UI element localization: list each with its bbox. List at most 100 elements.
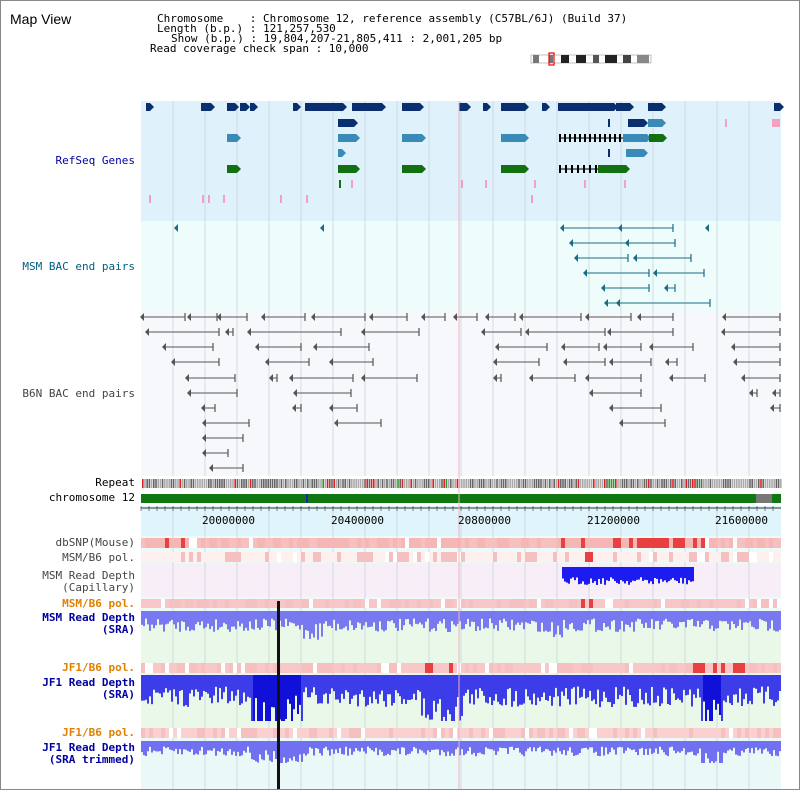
track-label-repeat[interactable]: Repeat: [95, 476, 135, 489]
depth-bar: [501, 741, 503, 749]
bac-end-pair: [603, 343, 642, 351]
depth-bar: [593, 675, 595, 700]
repeat-mark: [170, 479, 173, 488]
track-label-msm-capillary-1[interactable]: MSM Read Depth: [42, 569, 135, 582]
heat-cell: [765, 728, 769, 738]
repeat-mark: [252, 479, 254, 488]
track-label-chromosome[interactable]: chromosome 12: [48, 491, 135, 504]
gene-feature: [774, 103, 784, 111]
b6n-bac-pairs[interactable]: [140, 313, 781, 472]
heat-cell: [313, 538, 317, 548]
heat-cell: [729, 538, 733, 548]
heat-cell: [653, 599, 657, 608]
polymorphism-heatmaps[interactable]: [141, 538, 781, 738]
depth-bar: [183, 675, 185, 707]
refseq-genes[interactable]: [146, 103, 784, 203]
depth-bar: [533, 741, 535, 748]
heat-cell: [361, 552, 365, 562]
heat-cell: [245, 552, 249, 562]
depth-bar: [273, 675, 275, 708]
heat-cell: [265, 599, 269, 608]
depth-bar: [227, 611, 229, 630]
heat-cell: [549, 599, 553, 608]
bac-end-pair: [585, 313, 632, 321]
track-label-b6n-bac[interactable]: B6N BAC end pairs: [22, 387, 135, 400]
repeat-mark: [443, 479, 445, 488]
depth-bar: [259, 611, 261, 630]
heat-cell: [689, 728, 693, 738]
track-label-msm-b6-pol-2[interactable]: MSM/B6 pol.: [62, 597, 135, 610]
depth-bar: [173, 741, 175, 752]
depth-bar: [329, 675, 331, 694]
repeat-mark: [509, 479, 511, 488]
track-label-msm-capillary-2[interactable]: (Capillary): [62, 581, 135, 594]
track-label-msm-sra-2[interactable]: (SRA): [101, 623, 135, 636]
heat-cell: [505, 663, 509, 673]
heat-cell: [173, 599, 177, 608]
heat-cell: [229, 552, 233, 562]
heat-cell: [633, 663, 637, 673]
depth-bar: [686, 567, 688, 585]
depth-bar: [451, 675, 453, 721]
heat-cell: [441, 728, 445, 738]
heat-cell: [273, 552, 277, 562]
depth-bar: [613, 741, 615, 750]
track-label-jf1-sra-1[interactable]: JF1 Read Depth: [42, 676, 135, 689]
track-label-msm-bac[interactable]: MSM BAC end pairs: [22, 260, 135, 273]
heat-cell: [265, 538, 269, 548]
track-label-jf1-b6-pol[interactable]: JF1/B6 pol.: [62, 661, 135, 674]
heat-cell: [557, 728, 561, 738]
depth-bar: [239, 675, 241, 706]
depth-bar: [661, 675, 663, 704]
msm-bac-pairs[interactable]: [174, 224, 711, 307]
track-label-jf1-sra-2[interactable]: (SRA): [101, 688, 135, 701]
heat-cell: [633, 599, 637, 608]
depth-bar: [605, 741, 607, 748]
depth-bar: [489, 611, 491, 619]
depth-bar: [283, 741, 285, 758]
depth-bar: [678, 567, 680, 584]
depth-bar: [562, 567, 564, 579]
heat-cell: [189, 599, 193, 608]
depth-bar: [568, 567, 570, 584]
depth-bar: [755, 611, 757, 630]
heat-cell: [285, 552, 289, 562]
track-label-jf1-b6-pol-2[interactable]: JF1/B6 pol.: [62, 726, 135, 739]
heat-cell: [433, 552, 437, 562]
track-label-refseq[interactable]: RefSeq Genes: [55, 154, 135, 167]
repeat-track[interactable]: [142, 479, 782, 488]
heat-cell: [245, 663, 249, 673]
repeat-mark: [223, 479, 225, 488]
track-label-msm-sra-1[interactable]: MSM Read Depth: [42, 611, 135, 624]
track-label-jf1-trim-2[interactable]: (SRA trimmed): [48, 753, 135, 766]
depth-bar: [471, 741, 473, 755]
heat-cell: [653, 538, 657, 548]
gene-mark: [608, 149, 610, 157]
read-depth-plots[interactable]: [141, 567, 781, 763]
repeat-mark: [399, 479, 401, 488]
depth-bar: [375, 611, 377, 631]
gene-mark: [461, 180, 463, 188]
depth-bar: [717, 675, 719, 704]
repeat-mark: [249, 479, 252, 488]
depth-bar: [419, 611, 421, 623]
depth-bar: [759, 675, 761, 693]
track-label-dbsnp[interactable]: dbSNP(Mouse): [55, 536, 135, 549]
depth-bar: [431, 741, 433, 750]
repeat-mark: [731, 479, 734, 488]
heat-cell: [181, 728, 185, 738]
heat-cell: [473, 663, 477, 673]
track-label-jf1-trim-1[interactable]: JF1 Read Depth: [42, 741, 135, 754]
track-label-msm-b6-pol[interactable]: MSM/B6 pol.: [62, 551, 135, 564]
depth-bar: [469, 675, 471, 704]
depth-bar: [711, 611, 713, 626]
depth-bar: [149, 675, 151, 697]
chromosome-ideogram[interactable]: [530, 52, 652, 66]
heat-cell: [217, 728, 221, 738]
depth-bar: [547, 741, 549, 750]
heat-cell: [429, 728, 433, 738]
repeat-mark: [362, 479, 364, 488]
depth-bar: [435, 741, 437, 750]
heat-cell: [741, 538, 745, 548]
